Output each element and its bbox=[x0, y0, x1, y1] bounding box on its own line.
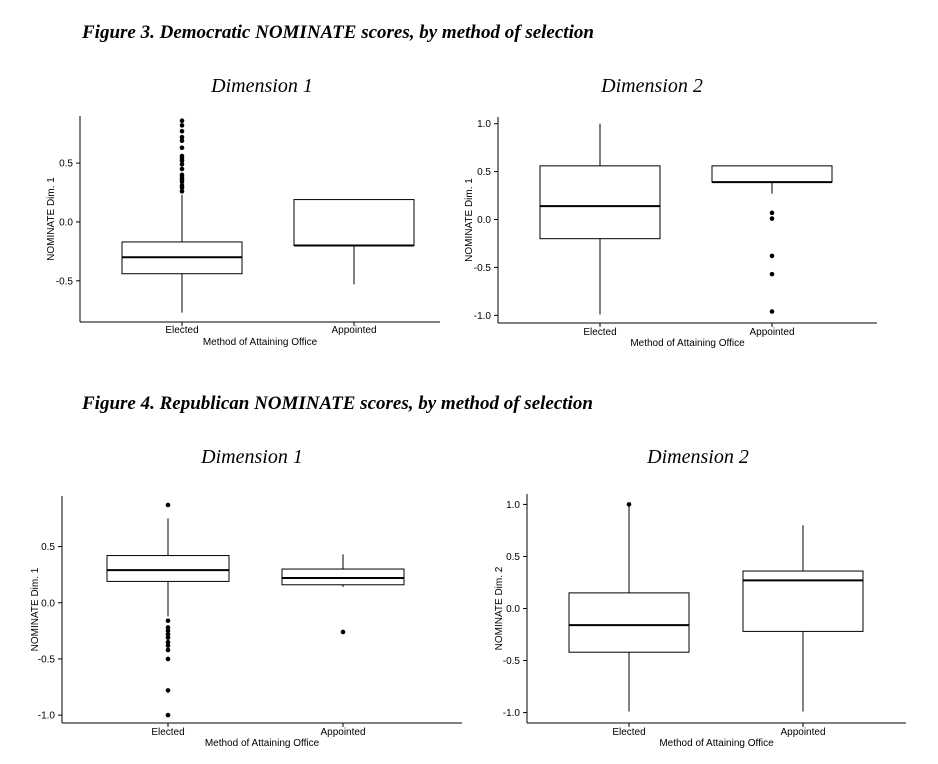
chart-4-x-tick-label-elected: Elected bbox=[612, 727, 645, 738]
chart-1-elected-outlier-point bbox=[179, 172, 185, 178]
chart-1-y-tick-label: -0.5 bbox=[56, 276, 74, 287]
chart-3-y-tick-label: 0.0 bbox=[41, 598, 55, 609]
chart-4-elected-box bbox=[568, 592, 690, 653]
chart-1-elected-outlier-point bbox=[179, 138, 185, 144]
chart-2-y-tick-label: 0.5 bbox=[477, 167, 491, 178]
chart-1-x-tick-label-elected: Elected bbox=[165, 325, 198, 336]
chart-4-elected-outlier-point bbox=[626, 502, 632, 507]
chart-2-appointed-box bbox=[711, 165, 833, 183]
chart-3-x-tick-label-elected: Elected bbox=[151, 727, 184, 738]
chart-4-y-tick-label: 1.0 bbox=[506, 500, 520, 511]
chart-3-elected-outlier-point bbox=[165, 635, 171, 640]
chart-4-x-tick-label-appointed: Appointed bbox=[780, 727, 825, 738]
chart-3-y-tick-label: -0.5 bbox=[38, 654, 56, 665]
figure-3-title: Figure 3. Democratic NOMINATE scores, by… bbox=[82, 22, 594, 43]
chart-4-y-tick-label: -0.5 bbox=[503, 656, 521, 667]
chart-3-y-tick-label: -1.0 bbox=[38, 711, 56, 722]
chart-3-elected-outlier-point bbox=[165, 502, 171, 508]
chart-2-title: Dimension 2 bbox=[601, 75, 703, 97]
chart-3-elected-outlier-point bbox=[165, 625, 171, 630]
chart-4-x-axis-label: Method of Attaining Office bbox=[659, 738, 774, 749]
chart-1-elected-outlier-point bbox=[179, 129, 185, 134]
chart-4-y-tick-label: -1.0 bbox=[503, 708, 521, 719]
chart-2-appointed-outlier-point bbox=[769, 210, 775, 216]
chart-2-appointed-outlier-point bbox=[769, 309, 775, 314]
chart-3-y-axis-label: NOMINATE Dim. 1 bbox=[30, 567, 41, 651]
chart-1-elected-outlier-point bbox=[179, 183, 185, 188]
chart-3-elected-outlier-point bbox=[165, 688, 171, 693]
chart-2-y-tick-label: 0.0 bbox=[477, 215, 491, 226]
chart-3-y-tick-label: 0.5 bbox=[41, 542, 55, 553]
chart-1-title: Dimension 1 bbox=[211, 75, 313, 97]
chart-1-x-tick-label-appointed: Appointed bbox=[331, 325, 376, 336]
chart-2-appointed-outlier-point bbox=[769, 253, 775, 259]
chart-3-elected-outlier-point bbox=[165, 618, 171, 624]
chart-2-x-axis-label: Method of Attaining Office bbox=[630, 338, 745, 349]
chart-3-elected-outlier-point bbox=[165, 628, 171, 634]
chart-1-elected-outlier-point bbox=[179, 145, 185, 151]
chart-3-elected-outlier-point bbox=[165, 647, 171, 653]
chart-1-elected-outlier-point bbox=[179, 189, 185, 194]
chart-3-x-tick-label-appointed: Appointed bbox=[320, 727, 365, 738]
chart-1-elected-outlier-point bbox=[179, 166, 185, 172]
chart-3-elected-outlier-point bbox=[165, 639, 171, 645]
chart-4-y-tick-label: 0.0 bbox=[506, 604, 520, 615]
chart-1-x-axis-label: Method of Attaining Office bbox=[203, 337, 318, 348]
chart-3-x-axis-label: Method of Attaining Office bbox=[205, 738, 320, 749]
chart-3-appointed-outlier-point bbox=[340, 629, 346, 635]
chart-1-elected-outlier-point bbox=[179, 123, 185, 128]
chart-3-elected-outlier-point bbox=[165, 631, 171, 637]
chart-2-appointed-outlier-point bbox=[769, 271, 775, 277]
chart-2-y-tick-label: -1.0 bbox=[474, 311, 492, 322]
chart-1-y-tick-label: 0.0 bbox=[59, 217, 73, 228]
chart-3-elected-outlier-point bbox=[165, 643, 171, 648]
chart-2-y-axis-label: NOMINATE Dim. 1 bbox=[464, 178, 475, 262]
chart-4-y-axis-label: NOMINATE Dim. 2 bbox=[494, 566, 505, 650]
chart-1-y-axis-label: NOMINATE Dim. 1 bbox=[46, 177, 57, 261]
chart-3-elected-outlier-point bbox=[165, 656, 171, 662]
chart-1-elected-outlier-point bbox=[179, 153, 185, 159]
chart-3-title: Dimension 1 bbox=[201, 446, 303, 468]
chart-2-y-tick-label: 1.0 bbox=[477, 119, 491, 130]
chart-4-y-tick-label: 0.5 bbox=[506, 552, 520, 563]
figure-4-title: Figure 4. Republican NOMINATE scores, by… bbox=[82, 393, 593, 414]
chart-1-elected-outlier-point bbox=[179, 161, 185, 167]
chart-1-elected-outlier-point bbox=[179, 134, 185, 140]
chart-2-y-tick-label: -0.5 bbox=[474, 263, 492, 274]
chart-2-x-tick-label-appointed: Appointed bbox=[749, 327, 794, 338]
chart-3-elected-box bbox=[106, 555, 230, 582]
chart-4-title: Dimension 2 bbox=[647, 446, 749, 468]
chart-1-elected-outlier-point bbox=[179, 118, 185, 124]
chart-2-elected-box bbox=[539, 165, 661, 240]
chart-1-appointed-box bbox=[293, 199, 415, 246]
chart-3-appointed-box bbox=[281, 568, 405, 586]
chart-2-appointed-outlier-point bbox=[769, 216, 775, 221]
chart-1-y-tick-label: 0.5 bbox=[59, 159, 73, 170]
chart-3-elected-outlier-point bbox=[165, 712, 171, 718]
chart-2-x-tick-label-elected: Elected bbox=[583, 327, 616, 338]
